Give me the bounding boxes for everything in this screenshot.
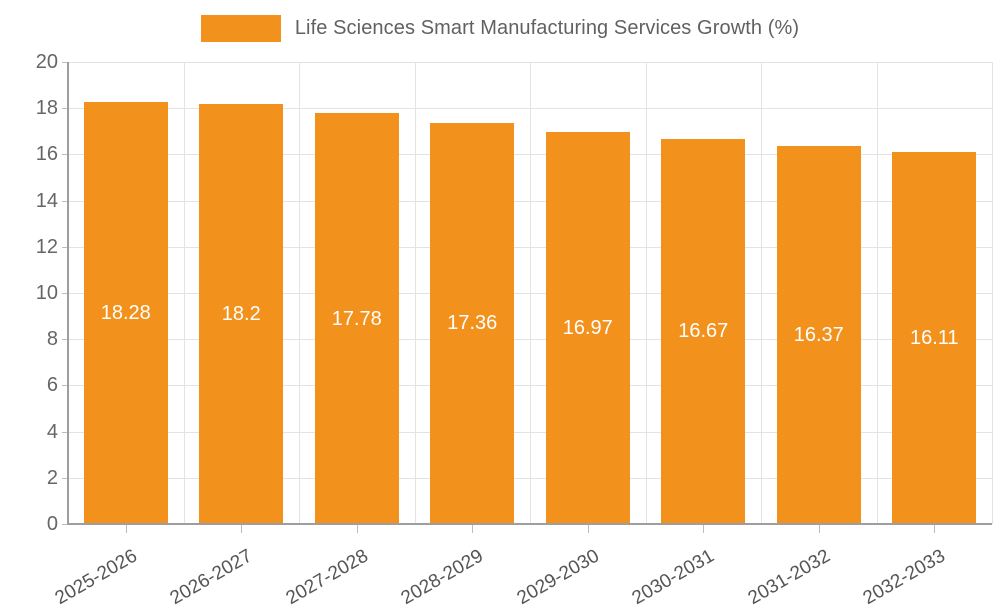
y-axis-tick-label: 2 xyxy=(46,466,58,489)
y-axis-tick-mark xyxy=(62,431,68,433)
y-axis-tick-mark xyxy=(62,246,68,248)
gridline-vertical xyxy=(530,62,531,524)
y-axis-tick-mark xyxy=(62,108,68,110)
x-axis-tick-mark xyxy=(703,525,704,533)
bar[interactable] xyxy=(83,101,168,524)
y-axis-tick-label: 4 xyxy=(46,420,58,443)
gridline-vertical xyxy=(299,62,300,524)
legend-item-label: Life Sciences Smart Manufacturing Servic… xyxy=(294,16,800,39)
y-axis-tick-label: 14 xyxy=(35,189,58,212)
chart-legend: Life Sciences Smart Manufacturing Servic… xyxy=(0,0,1000,56)
gridline-vertical xyxy=(646,62,647,524)
bar[interactable] xyxy=(776,145,861,524)
y-axis-tick-mark xyxy=(62,477,68,479)
x-axis-tick-mark xyxy=(934,525,935,533)
bar-value-label: 16.67 xyxy=(678,320,729,343)
y-axis-tick-label: 18 xyxy=(35,97,58,120)
legend-item-series-1[interactable]: Life Sciences Smart Manufacturing Servic… xyxy=(200,14,800,42)
x-axis-tick-mark xyxy=(472,525,473,533)
gridline-vertical xyxy=(761,62,762,524)
x-axis-tick-mark xyxy=(819,525,820,533)
bar[interactable] xyxy=(199,103,284,524)
y-axis-tick-label: 8 xyxy=(46,328,58,351)
y-axis-tick-mark xyxy=(62,62,68,63)
bar-value-label: 16.97 xyxy=(562,316,613,339)
x-axis-line xyxy=(68,523,992,525)
bar-value-label: 18.28 xyxy=(100,301,151,324)
bar-value-label: 17.78 xyxy=(331,307,382,330)
bar[interactable] xyxy=(430,122,515,524)
bar[interactable] xyxy=(661,138,746,524)
legend-swatch-icon xyxy=(200,14,281,42)
bar-value-label: 17.36 xyxy=(447,312,498,335)
y-axis-tick-mark xyxy=(62,200,68,202)
x-axis-tick-mark xyxy=(241,525,242,533)
x-axis-tick-mark xyxy=(588,525,589,533)
gridline-vertical xyxy=(184,62,185,524)
y-axis-tick-mark xyxy=(62,339,68,341)
gridline-vertical xyxy=(992,62,993,524)
x-axis-tick-mark xyxy=(126,525,127,533)
y-axis-tick-mark xyxy=(62,293,68,294)
plot-area: 18.28 18.2 17.78 17.36 16.97 16.67 16.37 16.11 xyxy=(68,62,993,525)
gridline-vertical xyxy=(415,62,416,524)
bar-value-label: 16.11 xyxy=(909,326,959,349)
y-axis-tick-mark xyxy=(62,524,68,525)
x-axis-tick-mark xyxy=(357,525,358,533)
y-axis-line xyxy=(67,62,69,525)
gridline-vertical xyxy=(877,62,878,524)
y-axis-tick-label: 10 xyxy=(35,282,58,304)
bar-value-label: 18.2 xyxy=(221,302,261,325)
bar[interactable] xyxy=(892,151,977,524)
bar[interactable] xyxy=(314,113,399,524)
y-axis-tick-mark xyxy=(62,385,68,387)
y-axis-tick-label: 20 xyxy=(35,51,58,73)
y-axis-tick-label: 6 xyxy=(46,374,58,397)
y-axis-tick-label: 12 xyxy=(35,235,58,258)
y-axis-tick-label: 0 xyxy=(46,513,58,535)
bar-value-label: 16.37 xyxy=(793,323,844,346)
y-axis-tick-label: 16 xyxy=(35,143,58,166)
y-axis-tick-mark xyxy=(62,154,68,156)
bar[interactable] xyxy=(545,132,630,524)
